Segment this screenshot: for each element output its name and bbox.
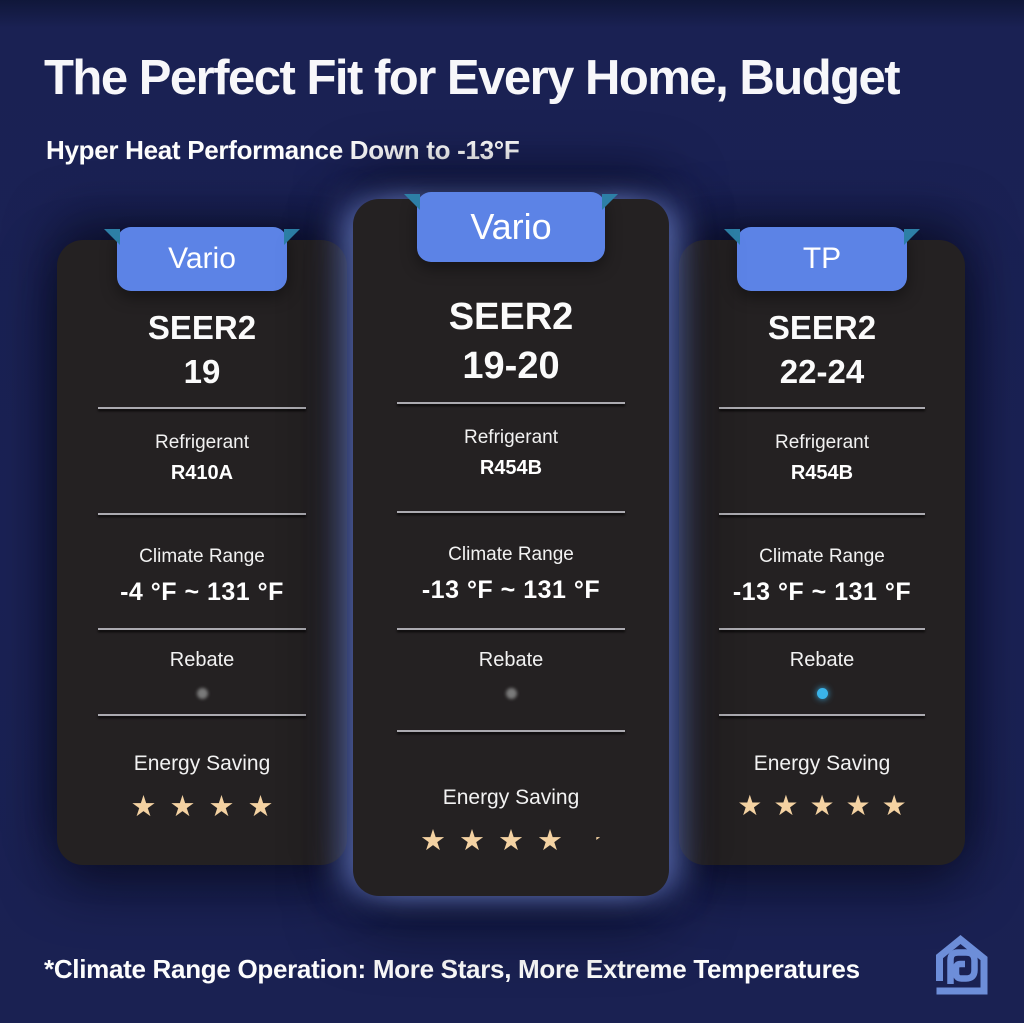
divider	[397, 402, 625, 405]
seer-value: 22-24	[779, 352, 865, 390]
star-icon: ★	[247, 791, 287, 824]
climate-range-label: Climate Range	[448, 544, 574, 566]
star-icon: ★	[498, 825, 537, 858]
energy-saving-label: Energy Saving	[442, 786, 580, 810]
divider	[719, 513, 925, 516]
rebate-dot	[196, 688, 208, 700]
climate-range-label: Climate Range	[759, 546, 885, 568]
star-icon: ★	[809, 790, 846, 822]
product-tab: TP	[724, 227, 920, 291]
climate-range-label: Climate Range	[139, 546, 265, 568]
house-spiral-logo-icon	[936, 935, 988, 995]
star-rating: ★★★★★	[420, 823, 615, 858]
energy-saving-label: Energy Saving	[133, 752, 271, 776]
divider	[97, 628, 307, 631]
seer-label: SEER2	[448, 296, 574, 338]
divider	[719, 628, 925, 631]
refrigerant-label: Refrigerant	[775, 432, 869, 454]
energy-saving-label: Energy Saving	[753, 752, 891, 776]
product-card-vario-seer19-20: Vario SEER2 19-20 Refrigerant R454B Clim…	[353, 192, 669, 896]
seer-rating: SEER2 19	[148, 306, 256, 393]
refrigerant-label: Refrigerant	[155, 432, 249, 454]
climate-range-footnote: *Climate Range Operation: More Stars, Mo…	[44, 954, 860, 984]
star-icon: ★	[169, 791, 209, 824]
star-rating: ★★★★★	[737, 789, 918, 822]
climate-range-value: -13 °F ~ 131 °F	[421, 576, 601, 605]
product-tab: Vario	[104, 227, 300, 291]
rebate-dot	[816, 688, 828, 700]
divider	[719, 714, 925, 717]
refrigerant-label: Refrigerant	[464, 427, 558, 449]
divider	[97, 714, 307, 717]
star-rating: ★★★★	[131, 789, 287, 824]
climate-range-value: -13 °F ~ 131 °F	[732, 578, 912, 607]
page-subtitle: Hyper Heat Performance Down to -13°F	[46, 135, 520, 165]
refrigerant-value: R454B	[790, 462, 854, 485]
star-icon: ★	[208, 791, 248, 824]
refrigerant-value: R454B	[479, 457, 543, 480]
seer-value: 19	[183, 352, 221, 390]
rebate-dot	[505, 688, 517, 700]
star-icon: ★	[773, 790, 810, 822]
divider	[397, 730, 625, 733]
seer-label: SEER2	[767, 309, 877, 346]
rebate-label: Rebate	[478, 649, 544, 672]
star-icon: ★	[459, 825, 498, 858]
star-icon: ★	[881, 790, 918, 822]
product-card-tp-seer22-24: TP SEER2 22-24 Refrigerant R454B Climate…	[679, 227, 965, 865]
rebate-label: Rebate	[169, 649, 235, 672]
seer-rating: SEER2 19-20	[449, 293, 574, 390]
star-icon: ★	[420, 825, 459, 858]
star-icon: ★	[130, 791, 170, 824]
climate-range-value: -4 °F ~ 131 °F	[120, 578, 284, 607]
product-tab-label: Vario	[470, 206, 552, 247]
product-tab: Vario	[404, 192, 618, 262]
star-icon: ★	[737, 790, 774, 822]
page-title: The Perfect Fit for Every Home, Budget	[44, 51, 901, 105]
seer-rating: SEER2 22-24	[768, 306, 876, 393]
divider	[397, 511, 625, 514]
divider	[97, 407, 307, 410]
product-card-vario-seer19: Vario SEER2 19 Refrigerant R410A Climate…	[57, 227, 347, 865]
divider	[397, 628, 625, 631]
divider	[97, 513, 307, 516]
star-icon: ★	[537, 825, 576, 858]
rebate-label: Rebate	[789, 649, 855, 672]
refrigerant-value: R410A	[170, 462, 234, 485]
product-tab-label: TP	[802, 242, 842, 275]
seer-label: SEER2	[147, 309, 257, 346]
product-tab-label: Vario	[168, 242, 236, 275]
half-star-icon: ★	[576, 825, 615, 858]
seer-value: 19-20	[462, 344, 560, 387]
star-icon: ★	[845, 790, 882, 822]
divider	[719, 407, 925, 410]
